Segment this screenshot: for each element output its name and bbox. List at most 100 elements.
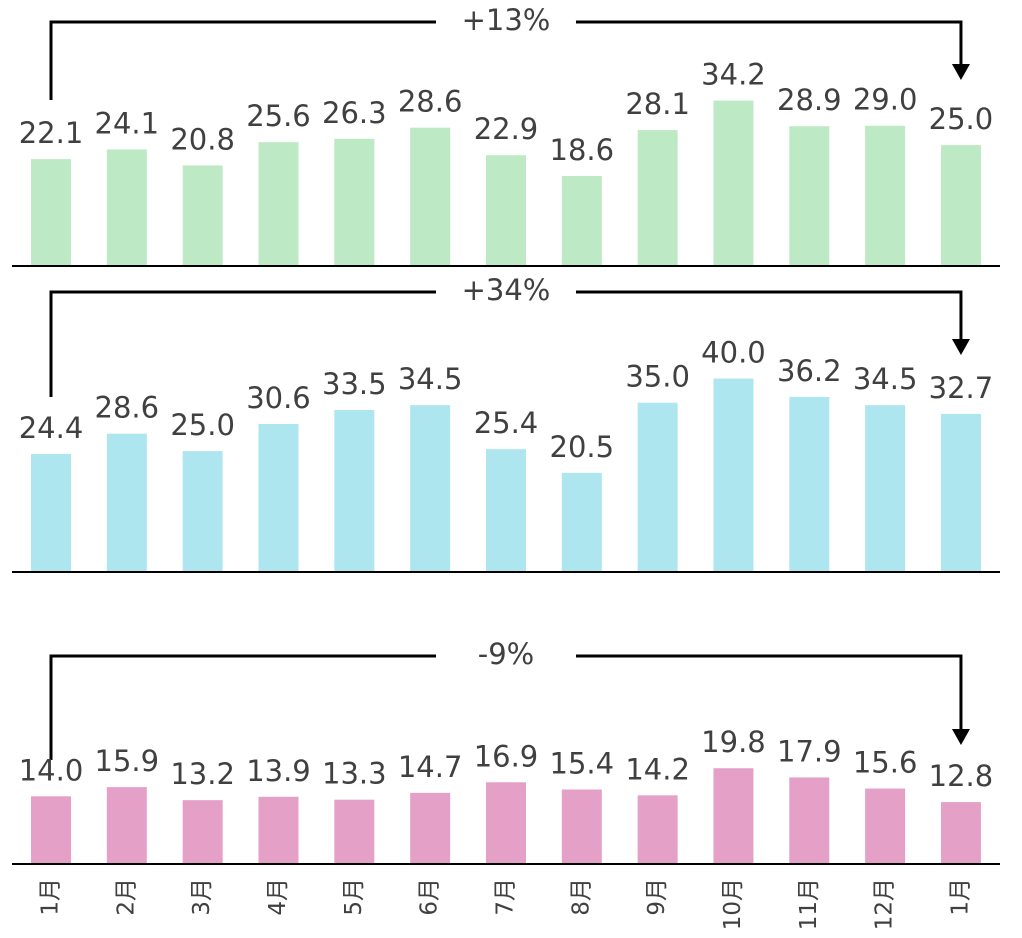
value-label: 20.8 (170, 122, 235, 156)
bar (410, 127, 451, 267)
value-label: 15.9 (95, 744, 160, 778)
value-label: 24.4 (19, 411, 84, 445)
x-tick-label: 5月 (341, 878, 367, 916)
bar (106, 787, 147, 864)
bar (258, 424, 299, 572)
x-tick-label: 12月 (872, 878, 898, 930)
value-label: 28.6 (95, 391, 160, 425)
value-label: 19.8 (701, 725, 766, 759)
annotation: +13% (462, 3, 551, 37)
bar (789, 126, 830, 266)
value-label: 40.0 (701, 336, 766, 370)
value-label: 32.7 (929, 371, 994, 405)
x-tick-label: 7月 (492, 878, 518, 916)
bar (334, 799, 375, 864)
bar (182, 451, 223, 572)
bar (940, 802, 981, 864)
x-tick-label: 10月 (720, 878, 746, 930)
bar (31, 453, 71, 572)
annotation: -9% (478, 637, 534, 671)
value-label: 36.2 (777, 354, 842, 388)
bar (865, 125, 906, 266)
bar (106, 149, 147, 266)
value-label: 30.6 (246, 381, 311, 415)
value-label: 16.9 (474, 739, 539, 773)
bar (485, 155, 526, 266)
value-label: 28.9 (777, 83, 842, 117)
bar (410, 792, 451, 864)
bar (182, 165, 223, 266)
bar (713, 378, 754, 572)
bar (561, 472, 602, 572)
value-label: 14.2 (625, 752, 690, 786)
bar (334, 409, 375, 572)
bar (637, 402, 678, 572)
x-tick-label: 6月 (417, 878, 443, 916)
bar (940, 413, 981, 572)
x-tick-label: 1月 (947, 878, 973, 916)
bar (637, 795, 678, 864)
value-label: 22.1 (19, 116, 84, 150)
bar (789, 396, 830, 572)
bar (561, 789, 602, 864)
value-label: 25.6 (246, 99, 311, 133)
x-tick-label: 2月 (113, 878, 139, 916)
bar (485, 782, 526, 864)
annotation-bg (435, 636, 576, 676)
value-label: 35.0 (625, 360, 690, 394)
bar (258, 796, 299, 864)
value-label: 13.2 (170, 757, 235, 791)
bar (485, 449, 526, 572)
arrow-head (951, 339, 970, 355)
x-tick-label: 1月 (38, 878, 64, 916)
bar (865, 405, 906, 572)
bar (637, 130, 678, 266)
bar (31, 159, 71, 266)
x-tick-label: 4月 (265, 878, 291, 916)
bar (561, 176, 602, 266)
value-label: 29.0 (853, 83, 918, 117)
value-label: 22.9 (474, 112, 539, 146)
x-tick-label: 11月 (796, 878, 822, 930)
arrow-head (951, 729, 970, 745)
value-label: 26.3 (322, 96, 387, 130)
value-label: 25.0 (929, 102, 994, 136)
value-label: 28.1 (625, 87, 690, 121)
bar (410, 405, 451, 572)
value-label: 14.7 (398, 750, 463, 784)
arrow-head (951, 64, 970, 80)
value-label: 34.5 (853, 362, 918, 396)
annotation: +34% (462, 273, 551, 307)
bar (106, 433, 147, 572)
bar (865, 788, 906, 864)
bar (31, 796, 71, 864)
bar (713, 768, 754, 864)
value-label: 15.6 (853, 746, 918, 780)
value-label: 20.5 (550, 430, 615, 464)
value-label: 34.2 (701, 58, 766, 92)
value-label: 25.0 (170, 408, 235, 442)
bar (789, 777, 830, 864)
value-label: 25.4 (474, 406, 539, 440)
bar (940, 145, 981, 266)
bar (334, 138, 375, 266)
value-label: 18.6 (550, 133, 615, 167)
value-label: 14.0 (19, 753, 84, 787)
value-label: 12.8 (929, 759, 994, 793)
value-label: 33.5 (322, 367, 387, 401)
value-label: 24.1 (95, 106, 160, 140)
x-tick-label: 9月 (644, 878, 670, 916)
value-label: 17.9 (777, 734, 842, 768)
value-label: 15.4 (550, 747, 615, 781)
x-tick-label: 8月 (568, 878, 594, 916)
x-tick-label: 3月 (189, 878, 215, 916)
value-label: 13.9 (246, 754, 311, 788)
value-label: 34.5 (398, 362, 463, 396)
bar (258, 142, 299, 266)
value-label: 13.3 (322, 757, 387, 791)
bar (182, 800, 223, 864)
annotation-bg (435, 2, 576, 42)
value-label: 28.6 (398, 85, 463, 119)
bar (713, 100, 754, 266)
